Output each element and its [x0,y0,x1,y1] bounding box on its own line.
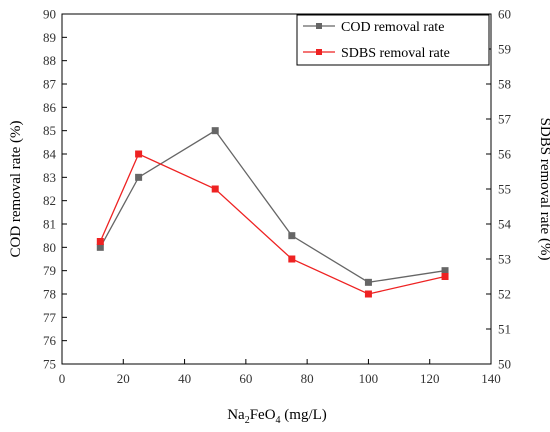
x-tick-label: 80 [301,371,314,386]
y-left-tick-label: 80 [43,240,56,255]
x-axis-title: Na2FeO4 (mg/L) [227,407,327,426]
x-axis-title-part-3: (mg/L) [281,407,327,423]
legend-marker-sdbs [316,49,322,55]
y-left-tick-label: 82 [43,193,56,208]
y-left-tick-label: 83 [43,170,56,185]
y-left-tick-label: 77 [43,310,57,325]
y-left-tick-label: 89 [43,30,56,45]
data-point-sdbs [288,255,296,263]
x-tick-label: 140 [481,371,501,386]
legend: COD removal rate SDBS removal rate [296,14,490,66]
y-left-tick-label: 84 [43,147,57,162]
series-line-sdbs [99,153,446,295]
y-right-tick-label: 57 [498,112,512,127]
plot-frame [61,13,492,365]
y-right-tick-label: 56 [498,147,512,162]
data-point-sdbs [135,150,143,158]
x-tick-label: 0 [59,371,66,386]
y-left-tick-label: 85 [43,123,56,138]
y-right-tick-label: 55 [498,182,511,197]
data-point-sdbs [211,185,219,193]
data-point-cod [441,267,449,275]
y-right-tick-label: 53 [498,252,511,267]
x-tick-label: 120 [420,371,440,386]
y-right-tick-label: 51 [498,322,511,337]
y-axis-title-right: SDBS removal rate (%) [537,118,550,261]
y-left-tick-label: 81 [43,217,56,232]
x-tick-label: 100 [359,371,379,386]
x-tick-label: 40 [178,371,191,386]
y-right-tick-label: 58 [498,77,511,92]
y-left-tick-label: 76 [43,333,57,348]
y-right-tick-label: 52 [498,287,511,302]
x-tick-label: 20 [117,371,130,386]
y-right-tick-label: 54 [498,217,512,232]
y-left-tick-label: 90 [43,7,56,22]
data-point-cod [364,278,372,286]
data-point-cod [135,173,143,181]
data-point-cod [288,232,296,240]
x-axis-title-part-1: Na [227,407,245,423]
ticks-layer: 0 20 40 60 80 100 120 140 75 76 77 78 79 80 81 82 83 84 85… [43,7,512,387]
y-right-tick-label: 50 [498,357,511,372]
y-axis-title-left: COD removal rate (%) [8,120,24,257]
data-point-sdbs [441,273,449,280]
y-left-tick-label: 88 [43,53,56,68]
series-line-cod [99,129,446,284]
legend-box [296,14,490,66]
y-left-tick-label: 87 [43,77,57,92]
x-tick-label: 60 [239,371,252,386]
y-right-tick-label: 60 [498,7,511,22]
x-axis-title-subscript-2: 4 [276,415,281,426]
y-left-tick-label: 86 [43,100,57,115]
data-point-sdbs [96,238,104,245]
y-left-tick-label: 79 [43,263,56,278]
series-layer [96,127,449,298]
legend-marker-cod [316,23,322,29]
x-axis-title-part-2: FeO [250,407,276,423]
data-point-sdbs [364,290,372,298]
legend-label-cod: COD removal rate [341,20,444,35]
legend-label-sdbs: SDBS removal rate [341,46,450,61]
y-left-tick-label: 78 [43,287,56,302]
y-right-tick-label: 59 [498,42,511,57]
y-left-tick-label: 75 [43,357,56,372]
x-axis-title-subscript-1: 2 [245,415,250,426]
data-point-cod [211,127,219,135]
data-point-cod [96,243,104,251]
